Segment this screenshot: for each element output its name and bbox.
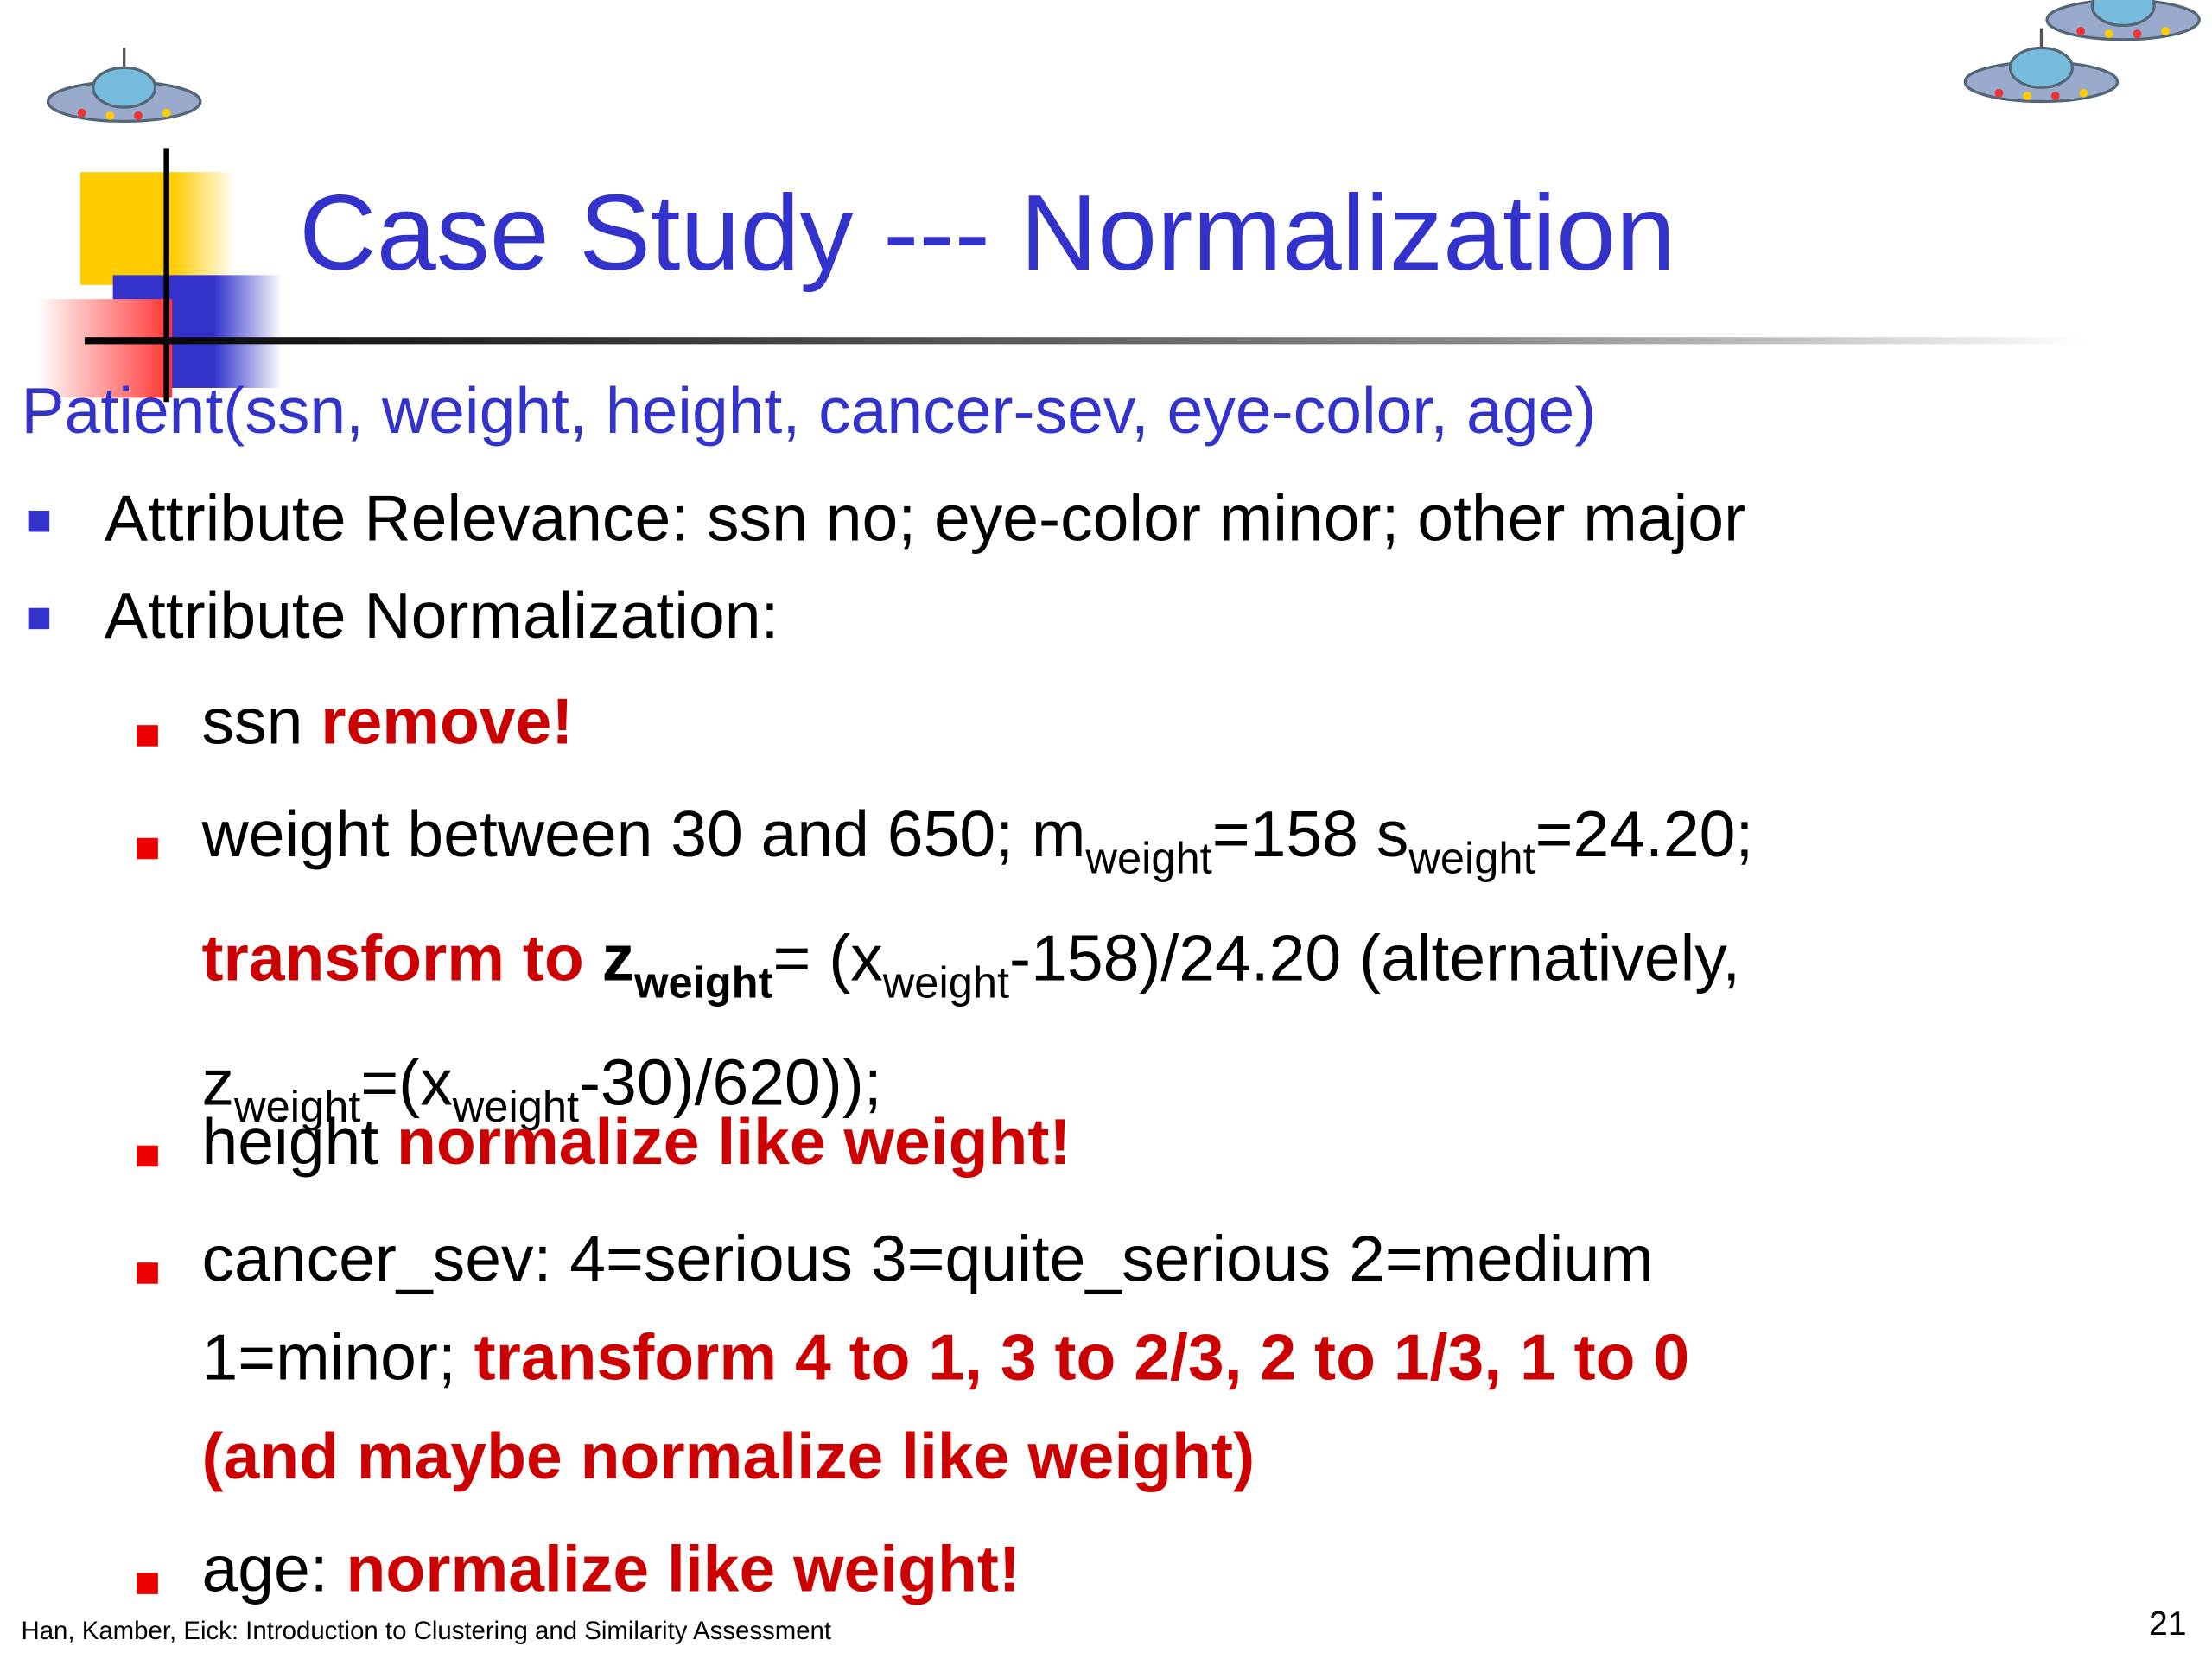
text-run: weight — [1408, 833, 1535, 884]
text-run: weight — [234, 1082, 361, 1132]
text-line: 1=minor; transform 4 to 1, 3 to 2/3, 2 t… — [201, 1307, 1689, 1406]
text-run: (and maybe normalize like weight) — [201, 1419, 1255, 1493]
text-run: =24.20; — [1535, 797, 1754, 871]
text-run: -30)/620)); — [579, 1045, 882, 1119]
bullet-marker — [137, 1145, 158, 1167]
text-run: =158 s — [1211, 797, 1409, 871]
text-run: weight — [882, 957, 1010, 1007]
bullet: cancer_sev: 4=serious 3=quite_serious 2=… — [137, 1209, 1689, 1505]
bullet-marker — [137, 725, 158, 747]
text-run: Attribute Normalization: — [104, 578, 779, 652]
text-line: weight between 30 and 650; mweight=158 s… — [201, 785, 1753, 909]
text-run: ssn — [201, 683, 321, 758]
text-run: z — [601, 921, 635, 995]
text-run: =(x — [360, 1045, 453, 1119]
text-line: zweight=(xweight-30)/620)); — [201, 1033, 1753, 1157]
text-run: normalize like weight! — [346, 1532, 1020, 1605]
bullet-marker — [28, 511, 50, 532]
text-run: age: — [201, 1532, 346, 1605]
text-line: age: normalize like weight! — [201, 1519, 1020, 1618]
bullet: Attribute Relevance: ssn no; eye-color m… — [28, 468, 1745, 567]
text-line: cancer_sev: 4=serious 3=quite_serious 2=… — [201, 1209, 1689, 1307]
text-run: weight between 30 and 650; m — [201, 797, 1086, 871]
text-run: = (x — [772, 921, 883, 995]
text-line: Attribute Relevance: ssn no; eye-color m… — [105, 468, 1745, 567]
text-run: z — [201, 1045, 235, 1119]
text-run: Attribute Relevance: ssn no; eye-color m… — [104, 480, 1746, 555]
text-run: weight — [634, 957, 773, 1007]
bullet-marker — [28, 607, 50, 630]
text-run: cancer_sev: 4=serious 3=quite_serious 2=… — [201, 1221, 1654, 1295]
bullet: height normalize like weight! — [137, 1092, 1071, 1191]
text-run: transform to — [201, 921, 602, 995]
text-run: normalize like weight! — [396, 1104, 1071, 1179]
footer: Han, Kamber, Eick: Introduction to Clust… — [21, 1617, 832, 1645]
text-run: -158)/24.20 (alternatively, — [1009, 921, 1741, 995]
text-line: Attribute Normalization: — [105, 566, 779, 664]
text-line: ssn remove! — [201, 671, 573, 770]
text-line: (and maybe normalize like weight) — [201, 1407, 1689, 1505]
text-run: weight — [452, 1082, 580, 1132]
bullet: age: normalize like weight! — [137, 1519, 1020, 1618]
bullet: Attribute Normalization: — [28, 566, 779, 664]
page-number: 21 — [2149, 1605, 2187, 1644]
bullet-marker — [137, 1573, 158, 1594]
bullet: weight between 30 and 650; mweight=158 s… — [137, 785, 1753, 1157]
text-run: transform 4 to 1, 3 to 2/3, 2 to 1/3, 1 … — [474, 1320, 1690, 1395]
bullet-marker — [137, 837, 158, 860]
text-run: weight — [1085, 833, 1212, 884]
text-run: 1=minor; — [201, 1320, 474, 1395]
text-line: height normalize like weight! — [201, 1092, 1071, 1191]
text-run: height — [201, 1104, 397, 1179]
text-line: transform to zweight= (xweight-158)/24.2… — [201, 908, 1753, 1033]
text-run: remove! — [321, 683, 574, 758]
title: Case Study --- Normalization — [299, 173, 1676, 294]
subtitle: Patient(ssn, weight, height, cancer-sev,… — [21, 373, 1597, 448]
bullet-marker — [137, 1262, 158, 1284]
bullet: ssn remove! — [137, 671, 573, 770]
